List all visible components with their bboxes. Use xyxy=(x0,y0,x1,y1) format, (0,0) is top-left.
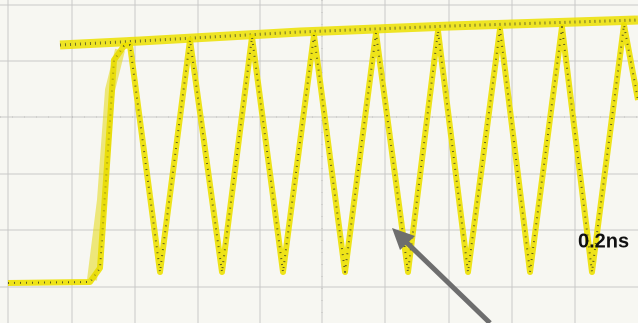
scope-screen: 0.2ns xyxy=(0,0,638,323)
annotation: 0.2ns xyxy=(578,230,629,252)
